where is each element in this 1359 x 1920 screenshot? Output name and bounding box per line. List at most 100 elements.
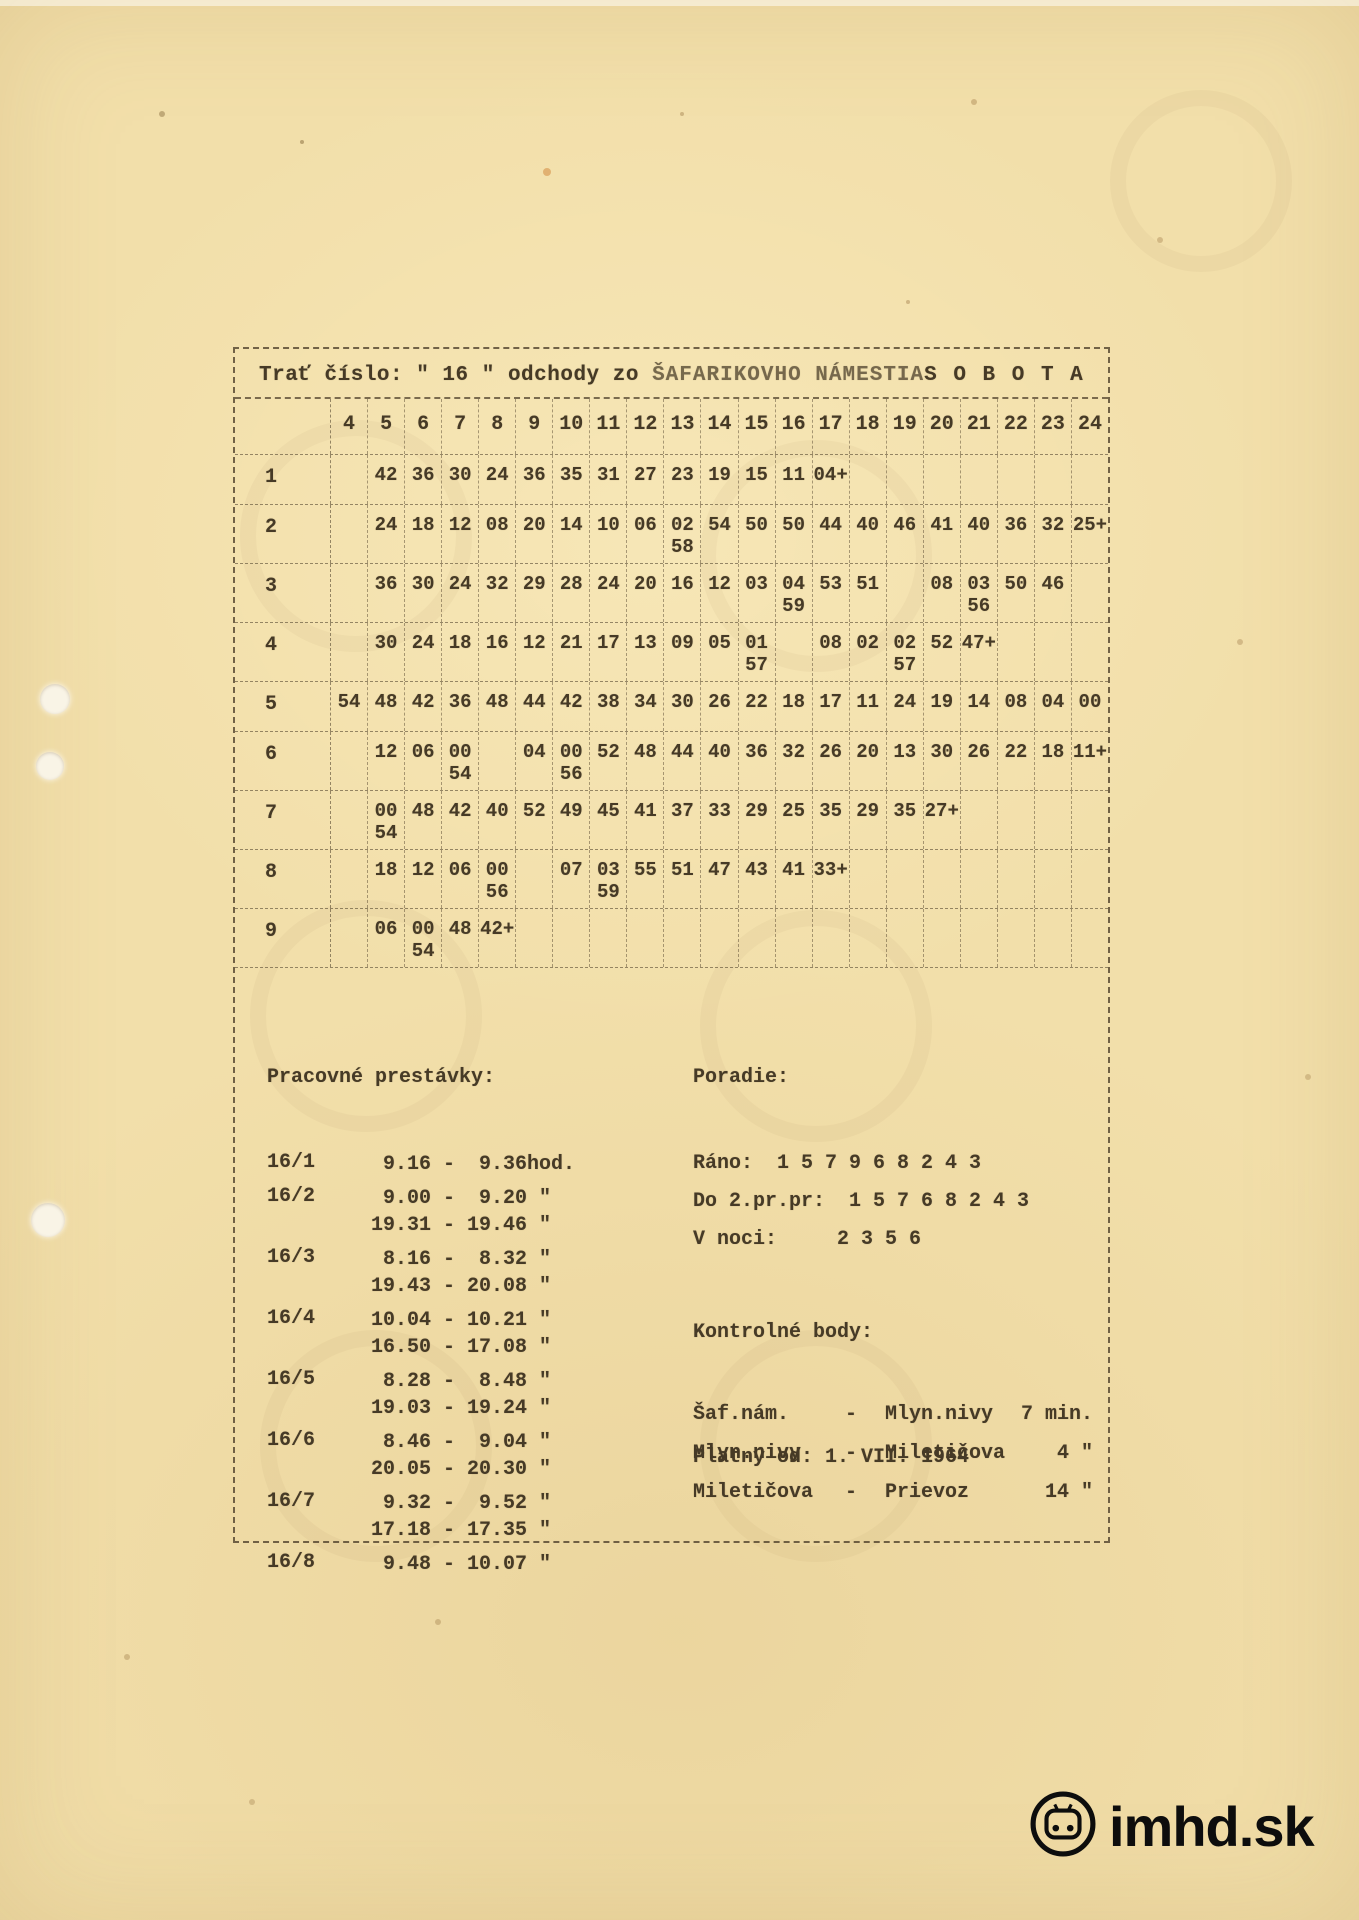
row-label: 6 [235, 732, 331, 790]
timetable-cell: 02 57 [887, 623, 924, 681]
timetable-cell: 41 [627, 791, 665, 849]
timetable-cell [998, 455, 1035, 504]
timetable-cell [924, 850, 961, 908]
timetable-cell [1072, 623, 1108, 681]
hour-label: 24 [1077, 413, 1102, 436]
route-title: Trať číslo: " 16 " odchody zo [259, 364, 639, 387]
timetable-cell [850, 909, 887, 967]
timetable-cell [850, 850, 887, 908]
timetable-cell: 26 [701, 682, 739, 731]
timetable-cell: 48 [442, 909, 480, 967]
order-lines: Ráno: 1 5 7 9 6 8 2 4 3 Do 2.pr.pr: 1 5 7… [693, 1151, 1093, 1253]
timetable-cell [961, 791, 998, 849]
timetable-cell: 12 [405, 850, 443, 908]
timetable-cell: 20 [627, 564, 665, 622]
timetable-cell: 49 [553, 791, 591, 849]
timetable-cell: 12 [701, 564, 739, 622]
timetable-cell [516, 909, 554, 967]
timetable-cell: 29 [739, 791, 776, 849]
timetable-cell [813, 909, 850, 967]
timetable-cell [553, 909, 591, 967]
hour-label: 5 [368, 399, 406, 454]
row-label: 4 [235, 623, 331, 681]
timetable-cell: 19 [701, 455, 739, 504]
row-label: 2 [235, 505, 331, 563]
timetable-cell: 50 [739, 505, 776, 563]
punch-hole [40, 684, 70, 714]
timetable-cell [1035, 455, 1072, 504]
row-label: 9 [235, 909, 331, 967]
break-times: 9.00 - 9.20 " 19.31 - 19.46 " [371, 1187, 552, 1237]
timetable-cell: 08 [479, 505, 517, 563]
timetable-cell: 00 56 [553, 732, 591, 790]
timetable-cell: 50 [998, 564, 1035, 622]
timetable-cell: 36 [739, 732, 776, 790]
hour-label: 11 [590, 399, 628, 454]
checkpoint-time: 7 min. [1008, 1403, 1093, 1426]
checkpoints-heading: Kontrolné body: [693, 1321, 874, 1344]
timetable-cell: 13 [627, 623, 665, 681]
row-label: 3 [235, 564, 331, 622]
timetable-cell: 40 [479, 791, 517, 849]
timetable-row: 9 06 00 54 48 42+ [235, 909, 1108, 968]
timetable-cell: 24 [590, 564, 628, 622]
timetable-cell: 42 [553, 682, 591, 731]
timetable-cell: 18 [368, 850, 406, 908]
timetable-cell: 48 [405, 791, 443, 849]
timetable-cell: 53 [813, 564, 850, 622]
timetable-row: 5 54 48 42 36 48 44 42 38 34 30 26 22 18 17 11 24 19 14 08 0… [235, 682, 1108, 732]
timetable-cell: 03 59 [590, 850, 628, 908]
order-heading: Poradie: [693, 1066, 790, 1089]
timetable-cell: 18 [442, 623, 480, 681]
timetable-cell: 18 [776, 682, 813, 731]
timetable-cell [331, 623, 369, 681]
timetable-cell [701, 909, 739, 967]
timetable-cell: 11 [776, 455, 813, 504]
timetable-cell [887, 564, 924, 622]
timetable-cell: 35 [813, 791, 850, 849]
break-times: 8.46 - 9.04 " 20.05 - 20.30 " [371, 1431, 552, 1481]
timetable-cell [998, 791, 1035, 849]
timetable-cell: 03 [739, 564, 776, 622]
timetable-cell: 11+ [1072, 741, 1108, 763]
timetable-cell: 18 [1035, 732, 1072, 790]
checkpoint-to: Mlyn.nivy [885, 1403, 994, 1426]
timetable-cell: 15 [739, 455, 776, 504]
sheet-title-row: Trať číslo: " 16 " odchody zo ŠAFARIKOVH… [235, 349, 1108, 399]
timetable-cell: 28 [553, 564, 591, 622]
timetable-cell: 27 [627, 455, 665, 504]
timetable-cell: 13 [887, 732, 924, 790]
timetable-cell: 32 [479, 564, 517, 622]
timetable-cell [331, 791, 369, 849]
timetable-cell [887, 909, 924, 967]
hour-label: 18 [850, 399, 887, 454]
timetable-cell: 42 [405, 682, 443, 731]
checkpoint-to: Prievoz [885, 1481, 970, 1504]
timetable-cell: 44 [664, 732, 702, 790]
timetable-cell: 36 [368, 564, 406, 622]
timetable-cell: 32 [1035, 505, 1072, 563]
timetable-cell: 41 [924, 505, 961, 563]
timetable-cell: 43 [739, 850, 776, 908]
timetable-cell: 31 [590, 455, 628, 504]
order-line: Ráno: 1 5 7 9 6 8 2 4 3 [693, 1152, 982, 1175]
timetable-cell: 24 [405, 623, 443, 681]
timetable-cell: 52 [590, 732, 628, 790]
timetable-cell: 18 [405, 505, 443, 563]
timetable-cell: 30 [368, 623, 406, 681]
timetable-cell [664, 909, 702, 967]
timetable-cell [998, 850, 1035, 908]
timetable-cell: 42+ [479, 909, 517, 967]
timetable-cell: 11 [850, 682, 887, 731]
timetable-cell: 05 [701, 623, 739, 681]
timetable-cell [924, 455, 961, 504]
timetable-cell: 42 [442, 791, 480, 849]
timetable-cell: 30 [442, 455, 480, 504]
timetable-cell [1072, 909, 1108, 967]
hour-label: 23 [1035, 399, 1072, 454]
break-item: 16/6 8.46 - 9.04 " 20.05 - 20.30 " [267, 1429, 575, 1483]
timetable-cell: 51 [664, 850, 702, 908]
timetable-cell: 06 [368, 909, 406, 967]
timetable-cell: 44 [516, 682, 554, 731]
